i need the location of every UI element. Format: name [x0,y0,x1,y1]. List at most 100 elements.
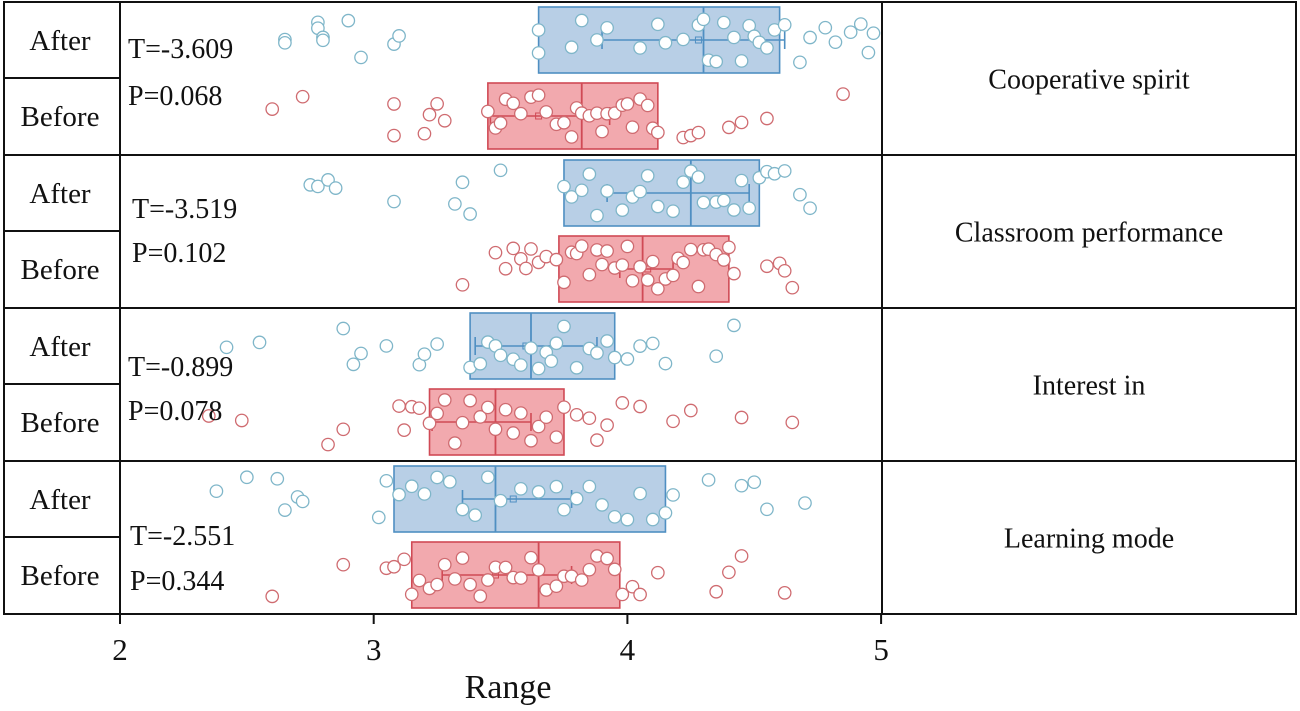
category-label: Cooperative spirit [988,65,1190,96]
data-point [777,164,792,178]
data-point [481,104,495,119]
data-point [531,419,546,434]
data-point [676,32,691,47]
category-label: Classroom performance [955,218,1223,249]
data-point [595,498,609,512]
data-point [531,485,546,499]
frame-layer [3,1,1297,624]
data-point [803,201,817,216]
data-point [448,197,462,211]
row-label: Before [21,560,100,592]
data-point [468,508,483,522]
data-point [582,167,597,181]
x-axis-title: Range [465,669,552,706]
data-point [582,411,597,426]
data-point [498,402,513,417]
x-tick-label: 2 [112,632,128,667]
row-label: After [29,25,91,57]
data-point [818,20,833,35]
row-label: Before [21,101,100,133]
data-point [493,348,508,363]
data-point [727,318,741,333]
data-point [574,239,589,253]
data-point [488,245,503,260]
p-value: P=0.078 [128,396,222,427]
data-point [417,487,432,501]
data-point [650,199,665,214]
data-point [607,350,622,365]
data-point [392,487,406,502]
data-point [379,339,394,353]
data-point [430,470,444,485]
data-point [201,409,216,423]
data-point [481,470,495,485]
data-point [437,113,452,128]
data-point [777,17,792,32]
data-point [595,124,609,139]
data-point [513,358,528,372]
data-point [354,346,368,361]
p-value: P=0.068 [128,81,222,112]
data-point [336,422,351,437]
data-point [590,433,604,447]
data-point [828,35,843,50]
data-point [549,252,564,267]
text-layer: After Before T=-3.609 P=0.068 Cooperative sp… [21,25,1224,667]
data-point [696,195,711,210]
data-point [722,565,736,580]
data-point [569,491,584,506]
data-point [640,98,655,113]
data-point [524,242,538,256]
data-point [455,277,470,292]
data-point [645,512,660,527]
data-point [620,97,635,111]
data-point [595,257,609,272]
data-point [691,170,706,184]
data-point [564,190,579,204]
mean-marker [509,495,517,503]
category-label: Interest in [1033,371,1146,402]
data-point [316,33,330,48]
data-point [539,105,554,119]
data-point [836,87,850,101]
data-point [524,341,538,355]
data-point [455,175,470,190]
data-point [866,26,881,41]
data-point [734,54,749,68]
data-point [633,486,647,501]
data-point [727,203,741,217]
mean-marker [694,36,702,44]
data-point [600,418,614,432]
data-point [658,35,673,50]
data-point [640,168,655,183]
p-value: P=0.344 [130,566,224,597]
data-point [747,475,762,490]
data-point [734,478,749,493]
data-point [437,393,452,407]
data-point [336,557,351,572]
data-point [633,587,647,602]
row-label: Before [21,254,100,286]
data-point [722,120,736,135]
data-point [278,503,292,517]
data-point [625,120,640,135]
data-point [590,346,604,360]
data-point [379,473,394,488]
data-point [437,557,452,572]
data-point [620,512,635,527]
t-statistic: T=-3.519 [132,194,237,225]
data-point [463,393,477,408]
data-point [861,45,876,60]
data-point [793,187,807,202]
data-point [620,352,635,366]
data-point [531,361,546,376]
data-point [633,399,647,414]
data-point [531,46,546,60]
data-point [513,481,528,496]
data-point [481,400,495,415]
data-point [328,181,343,195]
data-point [422,107,437,122]
data-point [430,337,444,351]
data-point [564,40,579,55]
data-point [557,115,571,130]
